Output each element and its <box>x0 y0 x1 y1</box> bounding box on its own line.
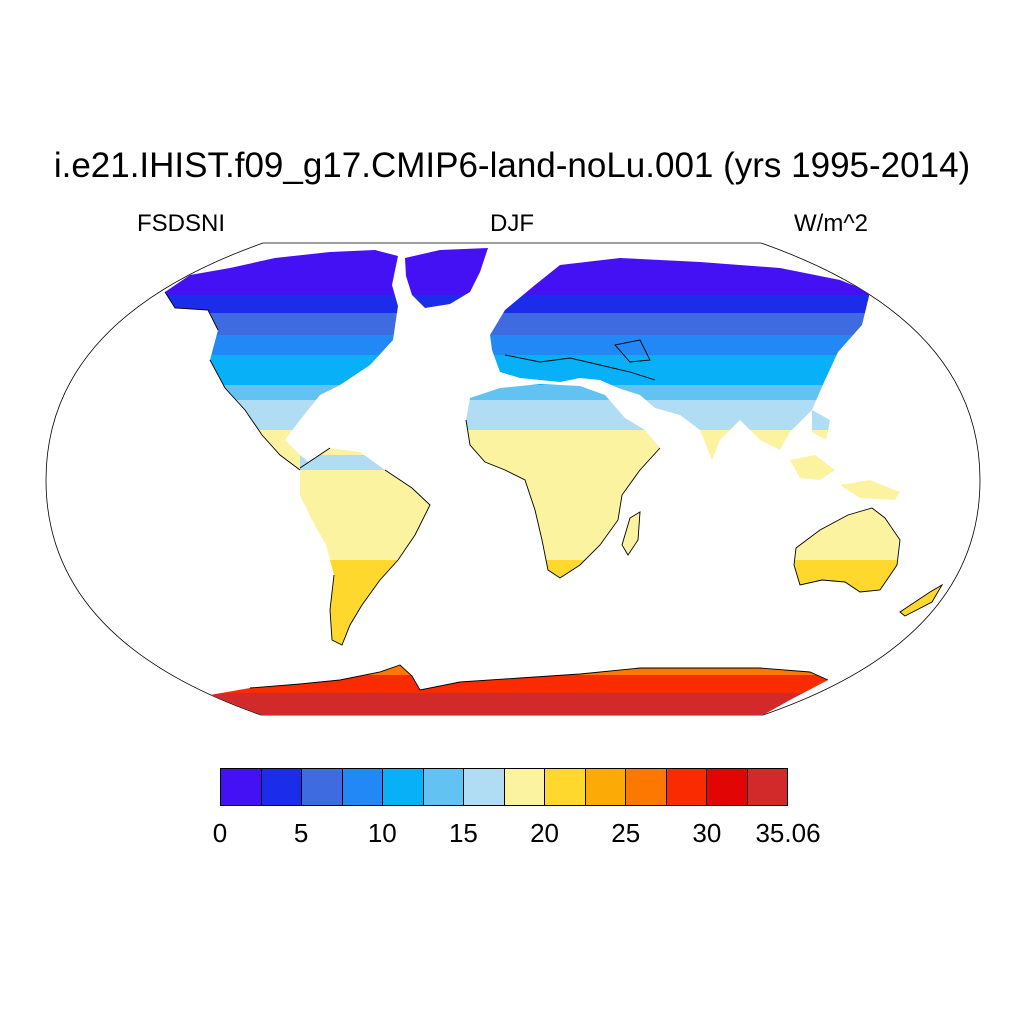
colorbar-tick-label: 25 <box>611 818 641 848</box>
colorbar-tick-label: 10 <box>367 818 397 848</box>
colorbar-swatch <box>545 769 586 805</box>
colorbar-tick-label: 30 <box>692 818 722 848</box>
season-label: DJF <box>490 210 534 237</box>
coastlines <box>164 291 944 691</box>
colorbar-swatch <box>423 769 464 805</box>
colorbar-swatch <box>626 769 667 805</box>
colorbar-tick-label: 35.06 <box>755 818 821 848</box>
colorbar-swatch <box>747 769 787 805</box>
colorbar-tick-label: 15 <box>448 818 478 848</box>
colorbar <box>220 768 788 806</box>
map-title: i.e21.IHIST.f09_g17.CMIP6-land-noLu.001 … <box>53 146 971 185</box>
colorbar-swatch <box>342 769 383 805</box>
colorbar-swatch <box>261 769 302 805</box>
colorbar-swatch <box>707 769 748 805</box>
units-label: W/m^2 <box>794 210 868 237</box>
variable-label: FSDSNI <box>137 210 226 237</box>
colorbar-swatch <box>221 769 262 805</box>
colorbar-tick-label: 5 <box>293 818 309 848</box>
colorbar-tick-label: 20 <box>530 818 560 848</box>
colorbar-swatch <box>504 769 545 805</box>
colorbar-tick-label: 0 <box>212 818 228 848</box>
colorbar-swatch <box>464 769 505 805</box>
colorbar-swatch <box>585 769 626 805</box>
colorbar-swatch <box>666 769 707 805</box>
colorbar-swatch <box>383 769 424 805</box>
colorbar-swatch <box>302 769 343 805</box>
